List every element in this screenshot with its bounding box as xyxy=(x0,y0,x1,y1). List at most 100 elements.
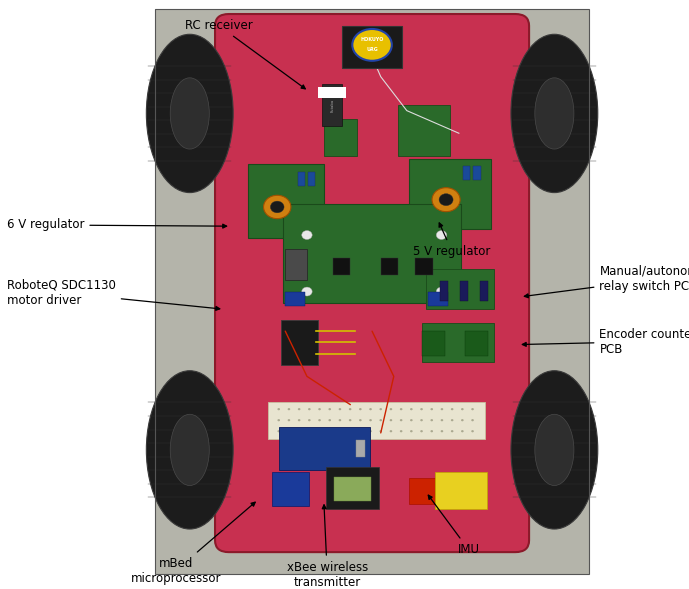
FancyBboxPatch shape xyxy=(426,269,493,309)
Bar xyxy=(381,257,398,274)
Bar xyxy=(318,87,346,98)
FancyBboxPatch shape xyxy=(422,323,493,362)
FancyBboxPatch shape xyxy=(409,478,438,504)
Text: mBed
microprocessor: mBed microprocessor xyxy=(130,502,255,585)
Circle shape xyxy=(270,201,284,213)
Circle shape xyxy=(420,430,423,432)
Bar xyxy=(333,257,350,274)
Circle shape xyxy=(359,430,362,432)
Text: 6 V regulator: 6 V regulator xyxy=(7,219,227,231)
Ellipse shape xyxy=(170,414,209,485)
Circle shape xyxy=(441,408,443,411)
Circle shape xyxy=(420,408,423,411)
Circle shape xyxy=(302,287,312,296)
Circle shape xyxy=(359,408,362,411)
Circle shape xyxy=(278,419,280,421)
Bar xyxy=(422,330,445,356)
FancyBboxPatch shape xyxy=(268,402,485,439)
Circle shape xyxy=(380,419,382,421)
FancyBboxPatch shape xyxy=(342,26,402,68)
Circle shape xyxy=(359,419,362,421)
FancyBboxPatch shape xyxy=(322,84,342,127)
Circle shape xyxy=(263,196,291,219)
Bar xyxy=(460,281,468,300)
Circle shape xyxy=(400,430,402,432)
FancyBboxPatch shape xyxy=(409,158,491,229)
Circle shape xyxy=(432,188,460,211)
Circle shape xyxy=(329,408,331,411)
Ellipse shape xyxy=(146,370,233,529)
Circle shape xyxy=(329,430,331,432)
Circle shape xyxy=(431,419,433,421)
Bar xyxy=(429,292,448,306)
Circle shape xyxy=(369,419,372,421)
Ellipse shape xyxy=(535,78,574,149)
Circle shape xyxy=(471,408,474,411)
Circle shape xyxy=(400,408,402,411)
Text: Manual/autonomous
relay switch PCB: Manual/autonomous relay switch PCB xyxy=(524,264,689,297)
Circle shape xyxy=(318,419,321,421)
Bar xyxy=(415,257,433,274)
Bar xyxy=(465,330,488,356)
Circle shape xyxy=(439,194,453,206)
Circle shape xyxy=(410,430,413,432)
Ellipse shape xyxy=(146,34,233,193)
Circle shape xyxy=(329,419,331,421)
Circle shape xyxy=(451,419,453,421)
FancyBboxPatch shape xyxy=(325,119,357,156)
Ellipse shape xyxy=(511,34,598,193)
Text: Futaba: Futaba xyxy=(330,98,334,112)
Circle shape xyxy=(451,430,453,432)
Circle shape xyxy=(410,419,413,421)
Circle shape xyxy=(390,419,392,421)
Circle shape xyxy=(287,430,290,432)
Bar xyxy=(334,478,371,501)
Circle shape xyxy=(431,430,433,432)
Circle shape xyxy=(318,430,321,432)
Circle shape xyxy=(338,419,341,421)
Circle shape xyxy=(338,430,341,432)
FancyBboxPatch shape xyxy=(215,14,529,552)
FancyBboxPatch shape xyxy=(281,320,318,365)
Circle shape xyxy=(278,430,280,432)
Circle shape xyxy=(308,430,311,432)
Circle shape xyxy=(420,419,423,421)
Bar xyxy=(480,281,489,300)
Ellipse shape xyxy=(535,414,574,485)
Circle shape xyxy=(298,419,300,421)
Circle shape xyxy=(349,419,351,421)
Circle shape xyxy=(349,430,351,432)
Ellipse shape xyxy=(170,78,209,149)
FancyBboxPatch shape xyxy=(327,467,378,509)
Circle shape xyxy=(410,408,413,411)
Circle shape xyxy=(308,408,311,411)
Circle shape xyxy=(461,430,464,432)
Circle shape xyxy=(380,430,382,432)
Text: xBee wireless
transmitter: xBee wireless transmitter xyxy=(287,505,368,589)
Bar xyxy=(356,440,365,457)
Bar xyxy=(462,166,470,180)
Ellipse shape xyxy=(511,370,598,529)
Bar xyxy=(298,171,305,186)
Circle shape xyxy=(278,408,280,411)
Ellipse shape xyxy=(352,29,392,61)
Text: URG: URG xyxy=(366,48,378,52)
Bar xyxy=(155,9,589,574)
Circle shape xyxy=(318,408,321,411)
Circle shape xyxy=(390,408,392,411)
Circle shape xyxy=(349,408,351,411)
FancyBboxPatch shape xyxy=(435,472,487,509)
Circle shape xyxy=(436,287,446,296)
Circle shape xyxy=(380,408,382,411)
Circle shape xyxy=(287,419,290,421)
Bar xyxy=(440,281,448,300)
Circle shape xyxy=(451,408,453,411)
FancyBboxPatch shape xyxy=(398,105,450,156)
Text: 5 V regulator: 5 V regulator xyxy=(413,223,491,258)
Bar xyxy=(307,171,315,186)
Circle shape xyxy=(298,430,300,432)
Bar xyxy=(155,9,589,574)
FancyBboxPatch shape xyxy=(285,249,307,280)
Bar xyxy=(285,292,305,306)
Circle shape xyxy=(298,408,300,411)
